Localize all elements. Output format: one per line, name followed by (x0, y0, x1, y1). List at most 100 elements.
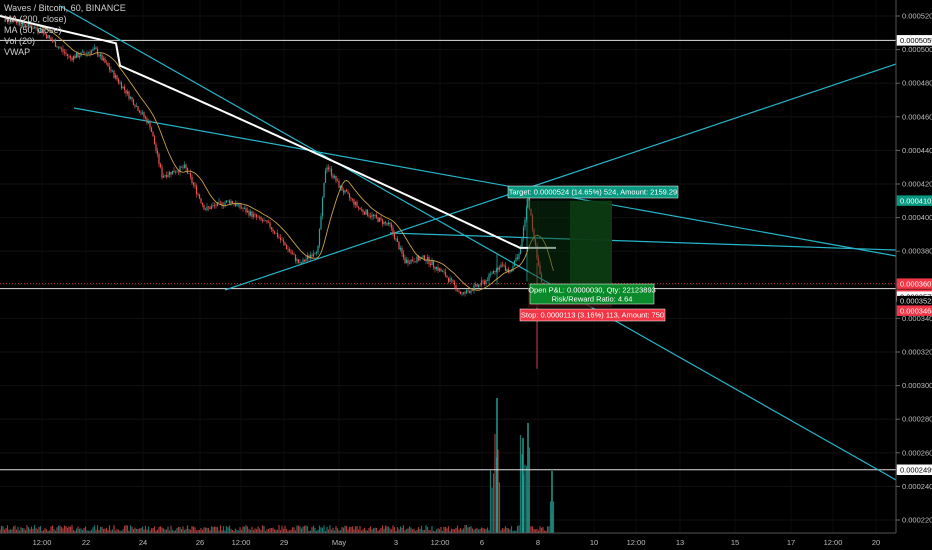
candle-body (512, 266, 514, 272)
volume-bar (335, 526, 337, 533)
volume-bar (441, 530, 444, 533)
volume-bar (128, 530, 130, 533)
volume-legend[interactable]: Vol (20) (4, 36, 36, 46)
time-tick-label: May (332, 538, 346, 547)
candle-body (528, 195, 531, 210)
candle-body (299, 262, 301, 264)
volume-bar (170, 525, 172, 533)
volume-bar (425, 525, 427, 533)
candle-body (444, 271, 447, 277)
candle-body (185, 164, 187, 169)
candle-body (491, 273, 493, 275)
volume-bar (446, 528, 448, 533)
volume-bar (362, 529, 364, 533)
candle-body (177, 171, 180, 173)
candle-body (462, 292, 465, 294)
time-tick-label: 8 (536, 538, 540, 547)
volume-bar (114, 530, 117, 533)
volume-bar (459, 528, 462, 533)
candle-body (204, 209, 207, 211)
candle-body (521, 238, 523, 248)
volume-bar (213, 526, 216, 533)
volume-bar (417, 527, 420, 533)
time-tick-label: 17 (787, 538, 795, 547)
candle-body (476, 284, 478, 287)
vwap-legend[interactable]: VWAP (4, 47, 31, 57)
volume-bar (509, 529, 511, 533)
volume-bar (386, 526, 388, 533)
volume-bar (45, 529, 48, 533)
candle-body (207, 206, 210, 208)
candle-body (279, 237, 282, 240)
candle-body (191, 176, 193, 183)
symbol-title: Waves / Bitcoin, 60, BINANCE (4, 3, 126, 13)
candle-body (182, 167, 184, 168)
candle-body (395, 238, 397, 240)
candle-body (86, 52, 88, 54)
volume-bar (197, 530, 199, 533)
candle-body (461, 293, 463, 295)
candle-body (14, 20, 16, 22)
volume-bar (17, 527, 19, 533)
volume-bar (81, 530, 84, 533)
candle-body (42, 32, 45, 34)
volume-bar (63, 525, 66, 533)
candle-body (380, 217, 382, 220)
candle-body (167, 174, 169, 177)
volume-bar (288, 530, 291, 533)
volume-bar (146, 529, 148, 533)
volume-bar (345, 525, 348, 533)
candle-body (93, 47, 96, 49)
candle-body (45, 34, 48, 39)
volume-bar (482, 528, 484, 533)
candle-body (464, 292, 466, 294)
volume-bar (9, 529, 12, 533)
candle-body (447, 277, 450, 282)
candle-body (231, 201, 234, 204)
volume-bar (123, 525, 126, 533)
volume-bar (435, 529, 438, 533)
candle-body (186, 168, 189, 174)
candle-body (59, 47, 61, 49)
candle-body (113, 70, 115, 78)
volume-bar (216, 527, 219, 533)
volume-bar (39, 526, 42, 533)
candle-body (390, 224, 393, 228)
volume-bar (155, 530, 157, 533)
volume-bar (393, 527, 396, 533)
candle-body (540, 273, 543, 283)
candle-body (264, 220, 267, 221)
volume-bar (447, 526, 450, 533)
ma50-legend[interactable]: MA (50, close) (4, 25, 62, 35)
candle-body (11, 20, 13, 22)
candle-body (387, 222, 390, 225)
volume-bar (510, 526, 513, 533)
candle-body (368, 215, 370, 217)
candle-body (458, 290, 460, 292)
candle-body (542, 282, 544, 284)
ma200-legend[interactable]: MA (200, close) (4, 14, 67, 24)
volume-bar (296, 525, 298, 533)
volume-bar (248, 528, 250, 533)
price-badge-text: 0.0003522 (900, 297, 932, 306)
candle-body (284, 242, 286, 246)
volume-bar (491, 487, 493, 533)
candle-body (102, 58, 105, 61)
candle-body (173, 170, 175, 173)
candle-body (257, 217, 259, 218)
time-tick-label: 15 (731, 538, 739, 547)
candle-body (104, 58, 106, 63)
volume-bar (512, 530, 514, 533)
volume-bar (326, 526, 328, 533)
volume-bar (411, 529, 414, 533)
candle-body (515, 257, 517, 261)
ma50-line (0, 15, 554, 291)
price-badge-stop: 0.0003464 (896, 305, 932, 316)
volume-bar (267, 529, 270, 533)
candle-body (317, 245, 319, 253)
candle-body (407, 259, 409, 264)
candle-body (149, 121, 151, 128)
volume-bar (372, 528, 375, 533)
